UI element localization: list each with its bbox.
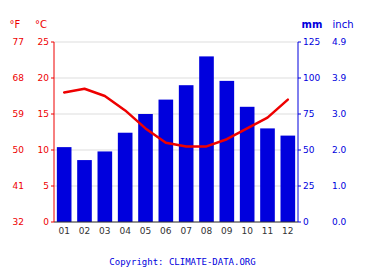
bar bbox=[138, 114, 153, 222]
y3-tick-label: 68 bbox=[13, 73, 25, 83]
y-tick bbox=[51, 114, 54, 115]
bar bbox=[281, 136, 296, 222]
x-tick-label: 10 bbox=[241, 226, 253, 236]
y-axis-line bbox=[54, 42, 55, 222]
y4-tick-label: 0.0 bbox=[332, 217, 347, 227]
y2-tick bbox=[298, 78, 301, 79]
y2-tick bbox=[298, 186, 301, 187]
y2-tick-label: 75 bbox=[303, 109, 314, 119]
y-tick-label: 20 bbox=[38, 73, 50, 83]
grid-line bbox=[54, 78, 298, 79]
y2-tick-label: 0 bbox=[303, 217, 309, 227]
y-tick bbox=[51, 42, 54, 43]
y2-axis-line bbox=[298, 42, 299, 222]
x-tick-label: 03 bbox=[99, 226, 110, 236]
bar bbox=[240, 107, 255, 222]
bar bbox=[220, 81, 235, 222]
chart: 0102030405060708091011120510152025324150… bbox=[0, 0, 365, 273]
y2-tick-label: 50 bbox=[303, 145, 315, 155]
y4-tick-label: 4.9 bbox=[332, 37, 347, 47]
y-tick bbox=[51, 222, 54, 223]
y4-axis-label: inch bbox=[333, 19, 354, 30]
bar bbox=[98, 151, 113, 222]
x-axis-line bbox=[54, 222, 298, 223]
y2-tick-label: 100 bbox=[303, 73, 320, 83]
y4-tick-label: 2.0 bbox=[332, 145, 347, 155]
y2-tick-label: 125 bbox=[303, 37, 320, 47]
y3-tick-label: 77 bbox=[13, 37, 24, 47]
y2-tick bbox=[298, 42, 301, 43]
y4-tick-label: 3.9 bbox=[332, 73, 347, 83]
y-tick-label: 5 bbox=[43, 181, 49, 191]
bar bbox=[179, 85, 194, 222]
y3-tick-label: 59 bbox=[13, 109, 25, 119]
y2-tick bbox=[298, 150, 301, 151]
y-axis-label: °C bbox=[35, 19, 47, 30]
bar bbox=[159, 100, 174, 222]
y3-axis-label: °F bbox=[10, 19, 21, 30]
bar bbox=[57, 147, 72, 222]
y-tick-label: 15 bbox=[38, 109, 49, 119]
y2-tick-label: 25 bbox=[303, 181, 314, 191]
y4-tick-label: 1.0 bbox=[332, 181, 347, 191]
x-tick-label: 09 bbox=[221, 226, 233, 236]
bar bbox=[260, 128, 275, 222]
grid-line bbox=[54, 222, 298, 223]
bar bbox=[77, 160, 92, 222]
x-tick-label: 01 bbox=[58, 226, 69, 236]
x-tick-label: 12 bbox=[282, 226, 293, 236]
y-tick bbox=[51, 150, 54, 151]
y-tick-label: 0 bbox=[43, 217, 49, 227]
x-tick-label: 07 bbox=[180, 226, 191, 236]
y3-tick-label: 50 bbox=[13, 145, 25, 155]
y3-tick-label: 41 bbox=[13, 181, 24, 191]
y-tick-label: 25 bbox=[38, 37, 49, 47]
grid-line bbox=[54, 42, 298, 43]
y4-tick-label: 3.0 bbox=[332, 109, 347, 119]
x-tick-label: 11 bbox=[262, 226, 273, 236]
bar bbox=[199, 56, 214, 222]
y2-tick bbox=[298, 222, 301, 223]
annotation: Copyright: CLIMATE-DATA.ORG bbox=[109, 257, 255, 267]
x-tick-label: 06 bbox=[160, 226, 172, 236]
y3-tick-label: 32 bbox=[13, 217, 24, 227]
x-tick-label: 04 bbox=[119, 226, 131, 236]
x-tick-label: 08 bbox=[201, 226, 213, 236]
bar bbox=[118, 133, 133, 222]
grid-line bbox=[54, 114, 298, 115]
y-tick bbox=[51, 186, 54, 187]
plot-area bbox=[57, 56, 295, 222]
y-tick-label: 10 bbox=[38, 145, 50, 155]
y-tick bbox=[51, 78, 54, 79]
line bbox=[64, 89, 288, 147]
y2-axis-label: mm bbox=[302, 19, 323, 30]
x-tick-label: 02 bbox=[79, 226, 90, 236]
x-tick-label: 05 bbox=[140, 226, 151, 236]
y2-tick bbox=[298, 114, 301, 115]
